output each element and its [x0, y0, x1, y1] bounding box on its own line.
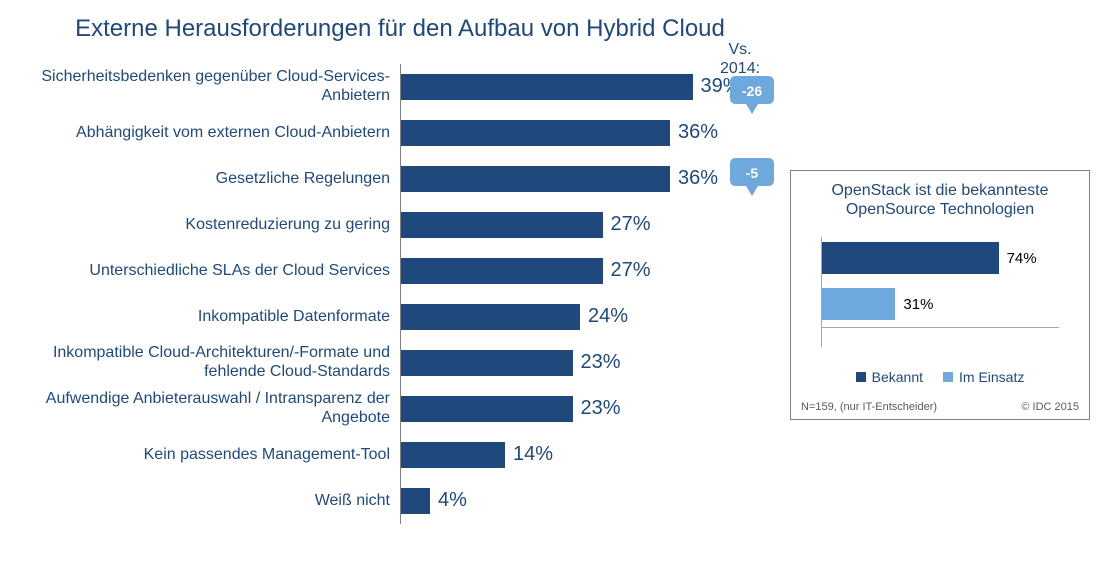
bar — [400, 304, 580, 330]
axis-line — [400, 386, 401, 432]
change-callout: -5 — [730, 158, 774, 192]
callout-value: -5 — [746, 165, 758, 181]
bar-row: Kein passendes Management-Tool 14% — [40, 432, 760, 478]
side-axis — [821, 237, 822, 347]
bar-row: Gesetzliche Regelungen36%-5 — [40, 156, 760, 202]
side-bar-row: 31% — [821, 283, 1079, 325]
bar-row: Abhängigkeit vom externen Cloud-Anbieter… — [40, 110, 760, 156]
bar-value: 36% — [678, 167, 718, 190]
axis-line — [400, 248, 401, 294]
bar — [400, 488, 430, 514]
bar — [400, 212, 603, 238]
bar-area: 39%-26 — [400, 64, 700, 110]
bar — [400, 74, 693, 100]
bar — [400, 120, 670, 146]
bar-value: 4% — [438, 489, 467, 512]
axis-line — [400, 432, 401, 478]
change-callout: -26 — [730, 76, 774, 110]
bar-row: Inkompatible Cloud-Architekturen/-Format… — [40, 340, 760, 386]
bar-label: Kein passendes Management-Tool — [40, 446, 400, 464]
footer-copyright: © IDC 2015 — [1021, 401, 1079, 413]
main-chart: Externe Herausforderungen für den Aufbau… — [40, 15, 760, 524]
bar-area: 24% — [400, 294, 700, 340]
bar-value: 27% — [611, 259, 651, 282]
bar-area: 27% — [400, 248, 700, 294]
chart-title: Externe Herausforderungen für den Aufbau… — [40, 15, 760, 44]
side-bars: 74% 31% — [821, 237, 1079, 347]
bar-value: 27% — [611, 213, 651, 236]
side-bar-value: 31% — [903, 296, 933, 313]
bar — [400, 396, 573, 422]
legend: Bekannt Im Einsatz — [801, 369, 1079, 385]
side-title: OpenStack ist die bekannteste OpenSource… — [801, 181, 1079, 219]
callout-value: -26 — [742, 83, 762, 99]
bar-label: Abhängigkeit vom externen Cloud-Anbieter… — [40, 124, 400, 142]
axis-line — [400, 202, 401, 248]
bar-row: Aufwendige Anbieterauswahl / Intranspare… — [40, 386, 760, 432]
bar-area: 23% — [400, 340, 700, 386]
axis-line — [400, 340, 401, 386]
axis-line — [400, 110, 401, 156]
legend-swatch — [856, 372, 866, 382]
bar-area: 4% — [400, 478, 700, 524]
axis-line — [400, 294, 401, 340]
bar-area: 23% — [400, 386, 700, 432]
side-panel: OpenStack ist die bekannteste OpenSource… — [790, 170, 1090, 420]
footer-sample: N=159, (nur IT-Entscheider) — [801, 401, 937, 413]
bar — [400, 442, 505, 468]
legend-label: Im Einsatz — [959, 369, 1024, 385]
side-bar-value: 74% — [1007, 250, 1037, 267]
side-bar-row: 74% — [821, 237, 1079, 279]
bar-row: Inkompatible Datenformate 24% — [40, 294, 760, 340]
axis-line — [400, 64, 401, 110]
bar-area: 14% — [400, 432, 700, 478]
bar-row: Weiß nicht 4% — [40, 478, 760, 524]
bar-label: Kostenreduzierung zu gering — [40, 216, 400, 234]
bar — [400, 166, 670, 192]
legend-item: Im Einsatz — [943, 369, 1024, 385]
bar — [400, 258, 603, 284]
legend-item: Bekannt — [856, 369, 923, 385]
bar-row: Sicherheitsbedenken gegenüber Cloud-Serv… — [40, 64, 760, 110]
legend-label: Bekannt — [872, 369, 923, 385]
legend-swatch — [943, 372, 953, 382]
bar-area: 27% — [400, 202, 700, 248]
bar-value: 23% — [581, 351, 621, 374]
bar-value: 14% — [513, 443, 553, 466]
bar-row: Unterschiedliche SLAs der Cloud Services… — [40, 248, 760, 294]
bar-label: Unterschiedliche SLAs der Cloud Services — [40, 262, 400, 280]
bar — [400, 350, 573, 376]
bar-label: Sicherheitsbedenken gegenüber Cloud-Serv… — [40, 68, 400, 105]
bar-value: 24% — [588, 305, 628, 328]
bar-rows: Sicherheitsbedenken gegenüber Cloud-Serv… — [40, 64, 760, 524]
side-bar — [821, 288, 895, 320]
bar-value: 36% — [678, 121, 718, 144]
bar-row: Kostenreduzierung zu gering 27% — [40, 202, 760, 248]
side-bar — [821, 242, 999, 274]
side-baseline — [821, 327, 1059, 328]
bar-label: Gesetzliche Regelungen — [40, 170, 400, 188]
side-footer: N=159, (nur IT-Entscheider) © IDC 2015 — [801, 401, 1079, 413]
bar-label: Aufwendige Anbieterauswahl / Intranspare… — [40, 390, 400, 427]
axis-line — [400, 156, 401, 202]
bar-label: Inkompatible Datenformate — [40, 308, 400, 326]
axis-line — [400, 478, 401, 524]
bar-label: Inkompatible Cloud-Architekturen/-Format… — [40, 344, 400, 381]
bar-area: 36%-5 — [400, 156, 700, 202]
bar-area: 36% — [400, 110, 700, 156]
bar-value: 23% — [581, 397, 621, 420]
bar-label: Weiß nicht — [40, 492, 400, 510]
